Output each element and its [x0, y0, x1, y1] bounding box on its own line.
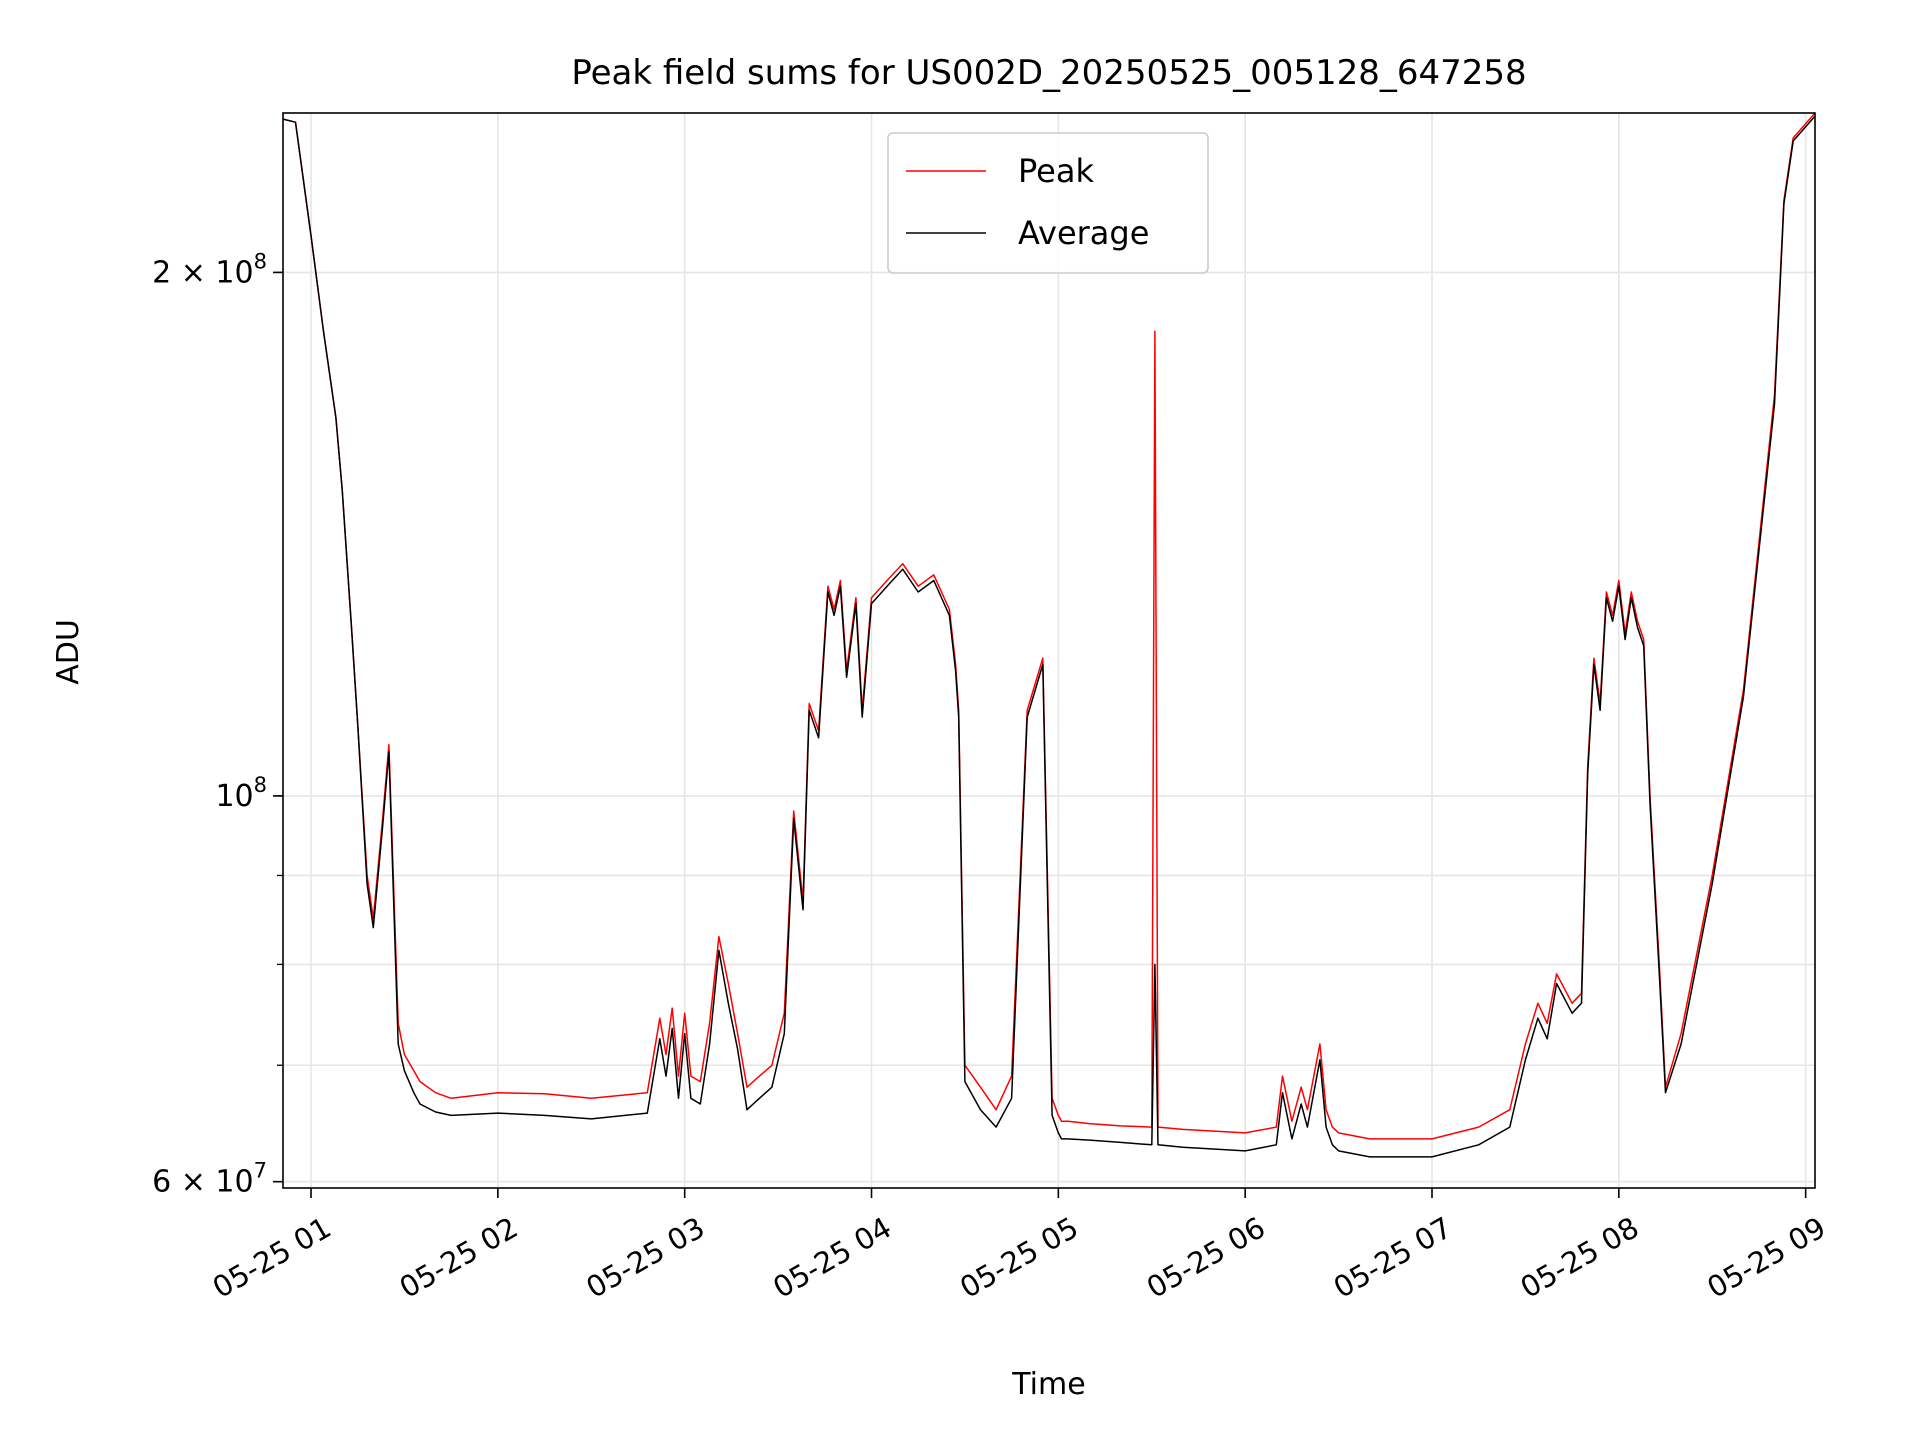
y-axis: 6 × 107 108 2 × 108	[152, 249, 283, 1200]
y-tick-label: 6 × 107	[152, 1159, 267, 1200]
legend-label-peak: Peak	[1018, 152, 1094, 190]
series-layer	[283, 113, 1815, 1158]
legend-label-average: Average	[1018, 214, 1149, 252]
y-tick-label: 2 × 108	[152, 249, 267, 290]
y-axis-label: ADU	[51, 619, 86, 685]
legend-box	[887, 132, 1209, 274]
y-tick-label: 108	[215, 773, 267, 814]
legend: Peak Average	[887, 132, 1209, 274]
series-line-average	[283, 115, 1815, 1158]
plot-frame	[282, 112, 1816, 1189]
chart-title: Peak field sums for US002D_20250525_0051…	[571, 53, 1526, 93]
x-axis-label: Time	[1011, 1367, 1085, 1402]
